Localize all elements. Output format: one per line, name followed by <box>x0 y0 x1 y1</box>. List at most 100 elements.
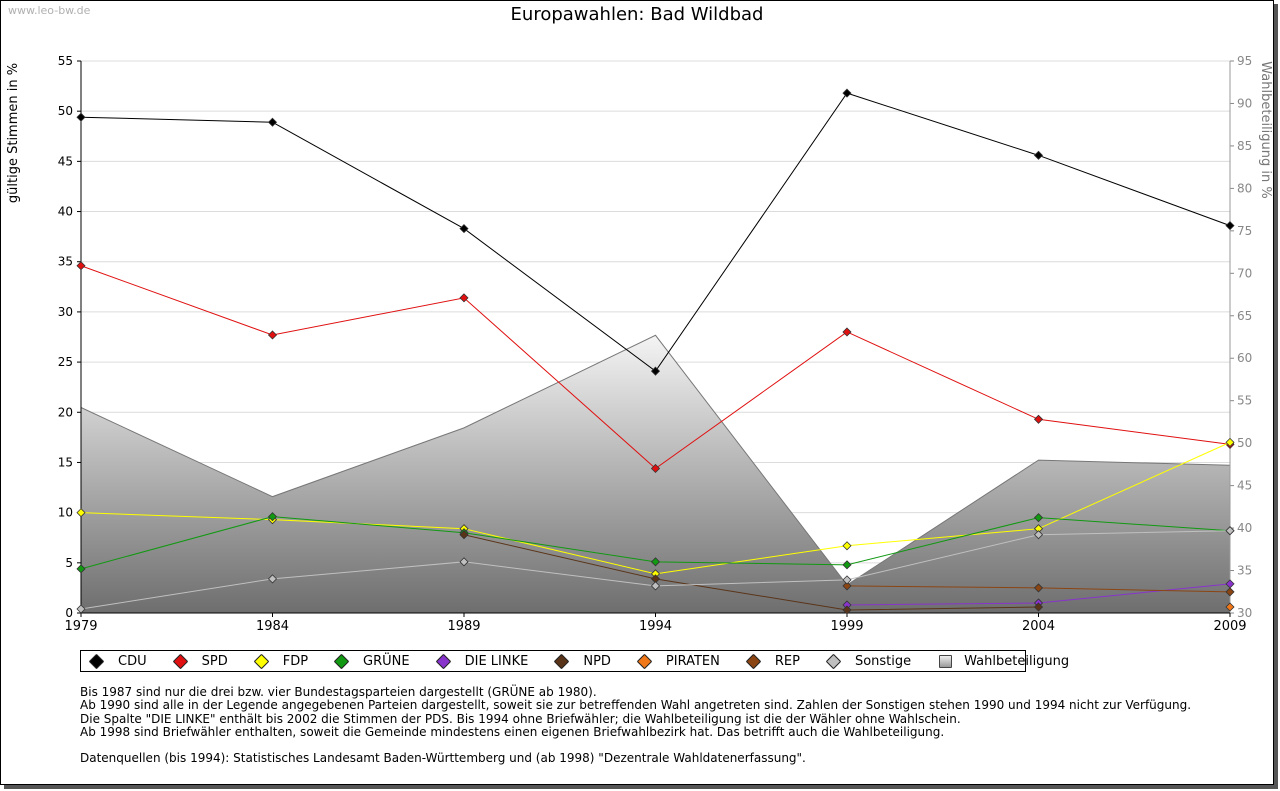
y-tick-label-right: 75 <box>1237 224 1252 238</box>
legend-marker <box>253 653 269 669</box>
data-point <box>842 541 852 551</box>
data-point <box>1033 530 1044 540</box>
x-tick-label: 1979 <box>64 619 97 634</box>
legend-marker <box>172 653 188 669</box>
turnout-area-fill <box>81 335 1230 613</box>
legend-item: REP <box>745 653 800 669</box>
series-cdu <box>76 88 1235 376</box>
series-rep <box>842 581 1235 597</box>
note-line: Ab 1990 sind alle in der Legende angegeb… <box>80 698 1192 713</box>
axes: 0 5 10 15 20 25 30 35 40 45 50 55 30 35 40 45 50 55 60 65 70… <box>58 54 1253 634</box>
legend-item: NPD <box>554 653 611 669</box>
data-point <box>1033 602 1044 612</box>
y-tick-label-right: 65 <box>1237 309 1252 323</box>
legend-label: Sonstige <box>854 653 912 669</box>
data-point <box>1033 513 1044 523</box>
legend-label: GRÜNE <box>363 653 410 669</box>
data-point <box>459 224 469 234</box>
y-tick-label-right: 85 <box>1237 139 1252 153</box>
legend-label: REP <box>774 653 800 669</box>
legend-label: DIE LINKE <box>464 653 529 669</box>
series-spd <box>76 261 1235 474</box>
data-sources: Datenquellen (bis 1994): Statistisches L… <box>80 751 806 766</box>
series-sonstige <box>76 526 1235 614</box>
legend-item: FDP <box>253 653 309 669</box>
legend: CDU SPD FDP GRÜNE DIE LINKE NPD PIRATEN REP Sons… <box>80 650 1069 672</box>
data-point <box>76 564 86 574</box>
x-tick-label: 1984 <box>256 619 289 634</box>
data-point <box>1225 587 1235 597</box>
legend-item: GRÜNE <box>333 653 410 669</box>
notes: Bis 1987 sind nur die drei bzw. vier Bun… <box>80 685 1192 766</box>
data-point <box>267 330 278 340</box>
data-point <box>267 512 278 522</box>
turnout-area <box>80 334 1231 613</box>
legend-item: PIRATEN <box>636 653 720 669</box>
y-tick-label-right: 95 <box>1237 54 1252 68</box>
y-tick-label-right: 30 <box>1237 606 1252 620</box>
data-point <box>76 261 86 271</box>
y-tick-label-right: 35 <box>1237 564 1252 578</box>
y-tick-label-right: 45 <box>1237 479 1252 493</box>
note-line: Ab 1998 sind Briefwähler enthalten, sowe… <box>80 724 945 739</box>
x-tick-label: 2004 <box>1022 619 1055 634</box>
legend-marker <box>333 653 350 669</box>
watermark: www.leo-bw.de <box>8 4 91 17</box>
data-point <box>1033 414 1044 424</box>
y-tick-label-left: 10 <box>58 506 73 520</box>
note-line: Bis 1987 sind nur die drei bzw. vier Bun… <box>80 685 597 699</box>
series <box>76 88 1235 615</box>
data-point <box>76 604 86 614</box>
y-tick-label-left: 25 <box>58 355 73 369</box>
data-point <box>650 366 661 376</box>
legend-marker <box>435 653 451 669</box>
y-tick-label-left: 55 <box>58 54 73 68</box>
data-point <box>459 557 469 567</box>
legend-marker <box>745 653 762 669</box>
series-npd <box>459 530 1044 615</box>
x-tick-label: 1989 <box>447 619 480 634</box>
legend-marker <box>554 653 570 669</box>
legend-label: Wahlbeteiligung <box>964 653 1070 669</box>
data-point <box>1033 150 1044 160</box>
turnout-area-outline <box>80 334 1231 586</box>
y-axis-label-right: Wahlbeteiligung in % <box>1258 61 1273 198</box>
x-tick-label: 1994 <box>639 619 672 634</box>
series-piraten <box>1225 602 1235 612</box>
data-point <box>842 88 852 98</box>
y-tick-label-left: 15 <box>58 455 73 469</box>
data-point <box>842 560 852 570</box>
y-tick-label-right: 90 <box>1237 96 1252 110</box>
y-tick-label-left: 35 <box>58 255 73 269</box>
data-point <box>1225 437 1235 447</box>
y-tick-label-left: 30 <box>58 305 73 319</box>
y-tick-label-right: 50 <box>1237 436 1252 450</box>
data-point <box>1225 602 1235 612</box>
legend-label: NPD <box>583 653 611 669</box>
y-tick-label-left: 50 <box>58 104 73 118</box>
data-point <box>650 581 661 591</box>
note-line: Die Spalte "DIE LINKE" enthält bis 2002 … <box>80 711 961 726</box>
data-point <box>76 508 86 518</box>
data-point <box>267 574 278 584</box>
y-tick-label-right: 70 <box>1237 266 1252 280</box>
legend-label: SPD <box>201 653 228 669</box>
legend-item: Sonstige <box>825 653 912 669</box>
data-point <box>459 530 469 540</box>
y-tick-label-left: 0 <box>65 606 73 620</box>
legend-marker <box>939 654 953 668</box>
legend-label: PIRATEN <box>665 653 720 669</box>
legend-item: CDU <box>88 653 147 669</box>
y-tick-label-left: 5 <box>65 556 73 570</box>
legend-item: DIE LINKE <box>435 653 529 669</box>
x-tick-label: 1999 <box>830 619 863 634</box>
legend-label: FDP <box>282 653 309 669</box>
series-line <box>463 534 1039 611</box>
legend-marker <box>825 653 842 669</box>
chart-title: Europawahlen: Bad Wildbad <box>510 4 764 25</box>
data-point <box>76 112 86 122</box>
legend-item: Wahlbeteiligung <box>937 654 1069 669</box>
data-point <box>459 293 469 303</box>
y-tick-label-right: 60 <box>1237 351 1252 365</box>
